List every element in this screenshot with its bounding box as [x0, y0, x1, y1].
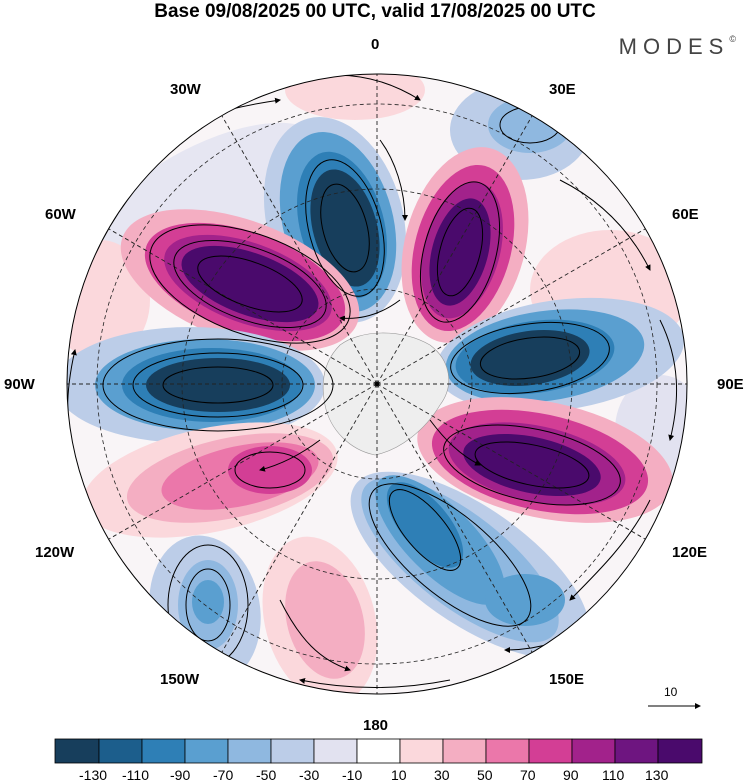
anomaly-low-15w-core: [310, 169, 380, 287]
colorbar-bin-6: [270, 738, 315, 764]
colorbar: [54, 738, 703, 764]
colorbar-tick-3: -90: [170, 767, 191, 783]
brand-mark: ©: [729, 34, 736, 44]
meridian-grid: [67, 74, 687, 694]
lon-label-30w: 30W: [170, 81, 201, 98]
anomaly-high-175w-core: [285, 561, 365, 679]
lon-label-90e: 90E: [717, 376, 744, 393]
brand-name: MODES: [618, 34, 730, 59]
map-boundary: [66, 73, 688, 695]
colorbar-bin-5: [227, 738, 272, 764]
anomaly-high-110e-core: [463, 433, 601, 497]
colorbar-bin-12: [528, 738, 573, 764]
colorbar-bin-13: [571, 738, 616, 764]
colorbar-tick-12: 90: [563, 767, 579, 783]
lon-label-150e: 150E: [549, 671, 585, 688]
colorbar-tick-10: 50: [477, 767, 493, 783]
colorbar-bin-7: [313, 738, 358, 764]
lon-label-120e: 120E: [672, 544, 708, 561]
colorbar-bin-8: [356, 738, 401, 764]
colorbar-tick-8: 10: [391, 767, 407, 783]
brand-logo: MODES©: [619, 34, 736, 60]
anomaly-low-90w-core: [146, 358, 290, 412]
colorbar-bin-14: [614, 738, 659, 764]
colorbar-tick-14: 130: [645, 767, 669, 783]
lon-label-120w: 120W: [35, 544, 75, 561]
antarctica-landmass: [322, 332, 449, 456]
colorbar-bin-2: [98, 738, 143, 764]
anomaly-high-0-outer: [285, 74, 425, 120]
anomaly-high-60w-core: [181, 245, 319, 323]
colorbar-bin-15: [657, 738, 703, 764]
colorbar-bin-11: [485, 738, 530, 764]
vector-key-label: 10: [664, 685, 678, 699]
colorbar-bin-4: [184, 738, 229, 764]
colorbar-tick-6: -30: [299, 767, 320, 783]
anomaly-low-150e-tail: [485, 574, 565, 626]
latitude-grid: [96, 103, 658, 665]
anomaly-low-75e-core: [470, 329, 590, 387]
anomaly-low-150e-core: [386, 482, 464, 568]
anomaly-high-30e-core: [429, 198, 491, 306]
lon-label-0: 0: [371, 36, 380, 53]
colorbar-bin-1: [54, 738, 100, 764]
wind-streamlines: [67, 74, 678, 688]
anomaly-low-30e: [488, 97, 572, 153]
colorbar-bin-10: [442, 738, 487, 764]
anomaly-low-150w-core: [192, 580, 224, 624]
map-title: Base 09/08/2025 00 UTC, valid 17/08/2025…: [154, 1, 596, 22]
colorbar-tick-13: 110: [602, 767, 625, 783]
colorbar-tick-1: -130: [79, 767, 108, 783]
colorbar-tick-11: 70: [520, 767, 536, 783]
colorbar-tick-2: -110: [122, 767, 149, 783]
colorbar-tick-9: 30: [434, 767, 450, 783]
colorbar-tick-5: -50: [256, 767, 277, 783]
lon-label-90w: 90W: [4, 376, 35, 393]
colorbar-bin-3: [141, 738, 186, 764]
lon-label-150w: 150W: [160, 671, 200, 688]
colorbar-tick-4: -70: [213, 767, 234, 783]
lon-label-30e: 30E: [549, 81, 576, 98]
lon-label-60e: 60E: [672, 206, 699, 223]
south-pole-marker: [374, 381, 380, 387]
colorbar-bin-9: [399, 738, 444, 764]
colorbar-tick-7: -10: [342, 767, 363, 783]
lon-label-60w: 60W: [45, 206, 76, 223]
lon-label-180: 180: [363, 717, 389, 734]
